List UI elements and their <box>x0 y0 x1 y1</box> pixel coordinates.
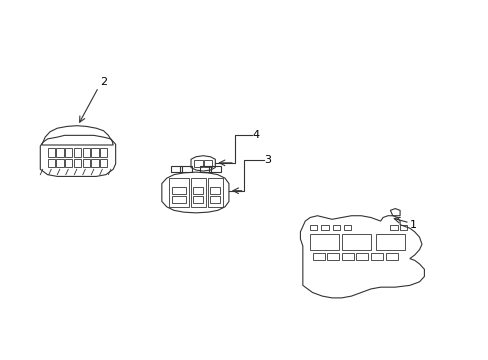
Text: 4: 4 <box>252 130 259 140</box>
Text: 2: 2 <box>100 77 107 87</box>
Text: 3: 3 <box>264 156 271 165</box>
Text: 1: 1 <box>409 220 416 230</box>
